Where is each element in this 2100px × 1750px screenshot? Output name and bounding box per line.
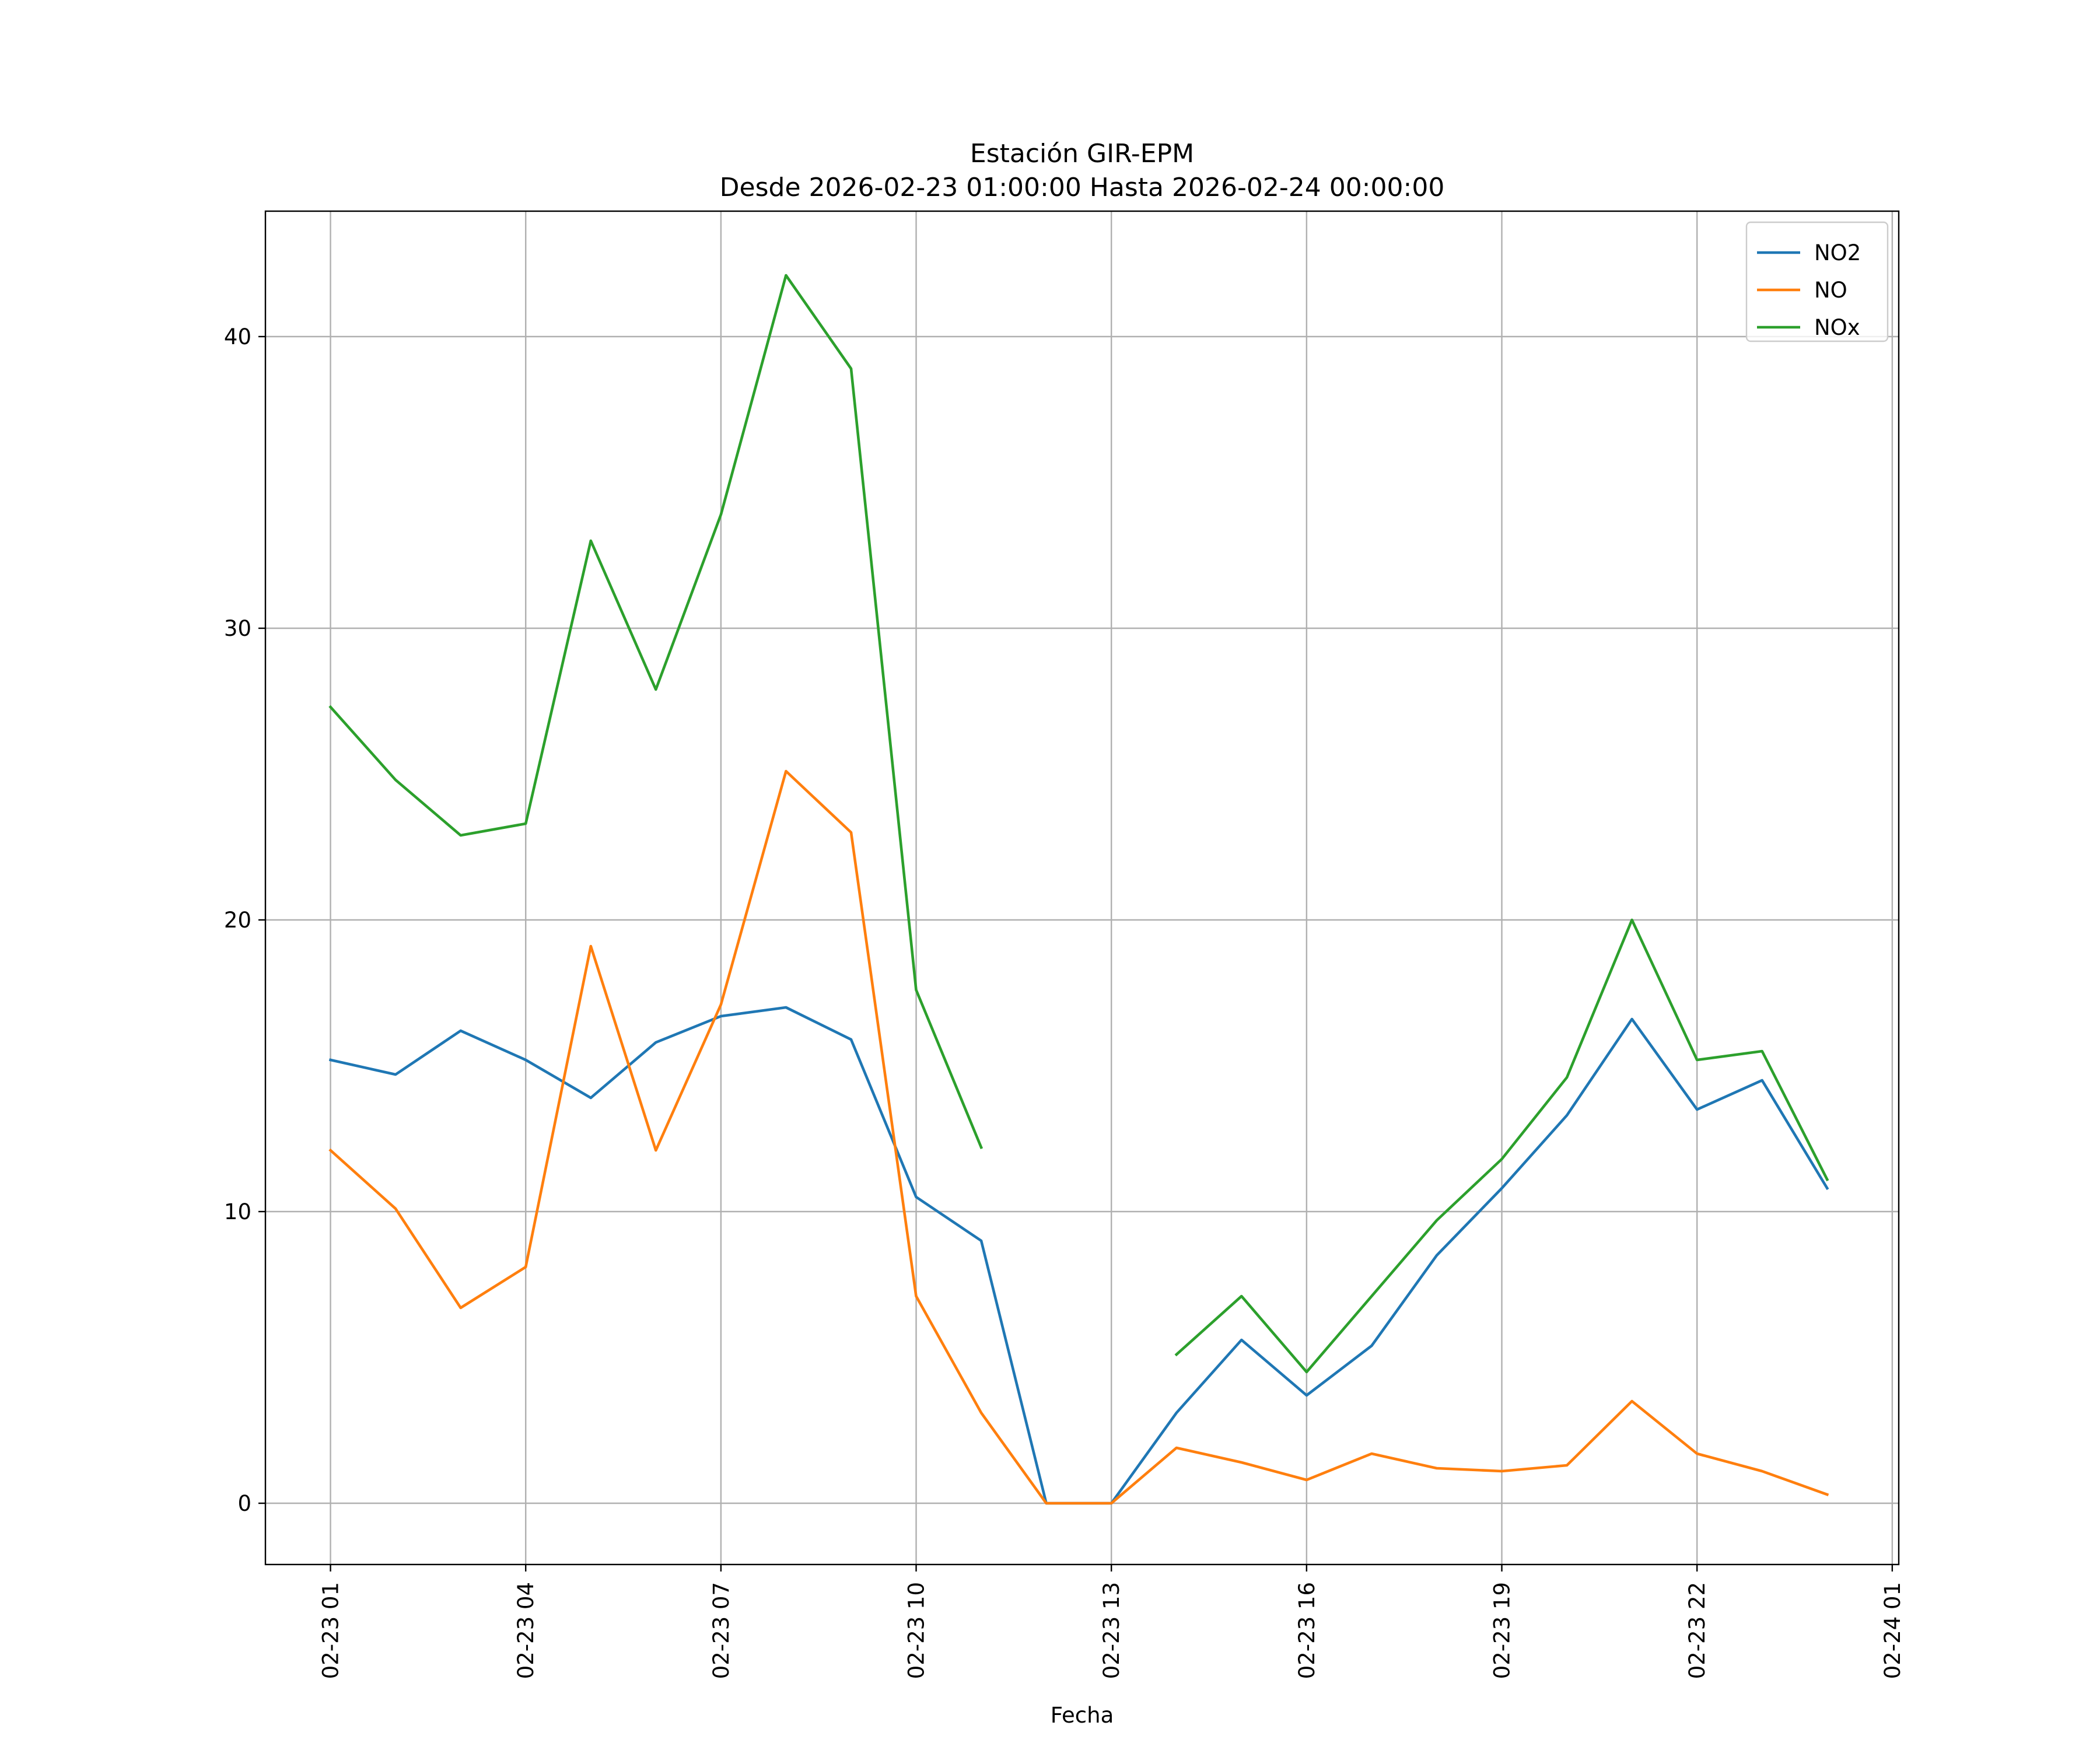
chart-title: Estación GIR-EPM xyxy=(970,139,1194,169)
series-line-no xyxy=(328,769,1829,1505)
axis-ticks: 02-23 01 02-23 04 02-23 07 02-23 10 02-23 13… xyxy=(224,324,1905,1679)
series-lines xyxy=(328,274,1829,1505)
x-tick-label: 02-24 01 xyxy=(1880,1582,1905,1679)
y-tick-label: 0 xyxy=(237,1491,251,1516)
y-tick-label: 10 xyxy=(224,1199,251,1224)
y-tick-label: 30 xyxy=(224,616,251,641)
x-tick-label: 02-23 04 xyxy=(513,1582,538,1679)
grid xyxy=(265,211,1899,1564)
x-tick-label: 02-23 07 xyxy=(709,1582,734,1679)
x-tick-label: 02-23 13 xyxy=(1099,1582,1124,1679)
chart-subtitle: Desde 2026-02-23 01:00:00 Hasta 2026-02-… xyxy=(720,173,1445,202)
legend-label-no: NO xyxy=(1814,278,1847,303)
y-tick-label: 40 xyxy=(224,324,251,349)
x-tick-label: 02-23 10 xyxy=(904,1582,929,1679)
x-axis-label: Fecha xyxy=(1051,1703,1114,1728)
x-tick-label: 02-23 19 xyxy=(1490,1582,1515,1679)
legend-label-no2: NO2 xyxy=(1814,240,1861,265)
x-tick-label: 02-23 01 xyxy=(318,1582,344,1679)
x-tick-label: 02-23 22 xyxy=(1685,1582,1710,1679)
legend-label-nox: NOx xyxy=(1814,315,1860,340)
x-tick-label: 02-23 16 xyxy=(1294,1582,1320,1679)
legend: NO2 NO NOx xyxy=(1745,221,1889,342)
series-line-nox xyxy=(328,274,1829,1374)
plot-area xyxy=(264,210,1900,1566)
y-tick-label: 20 xyxy=(224,908,251,933)
